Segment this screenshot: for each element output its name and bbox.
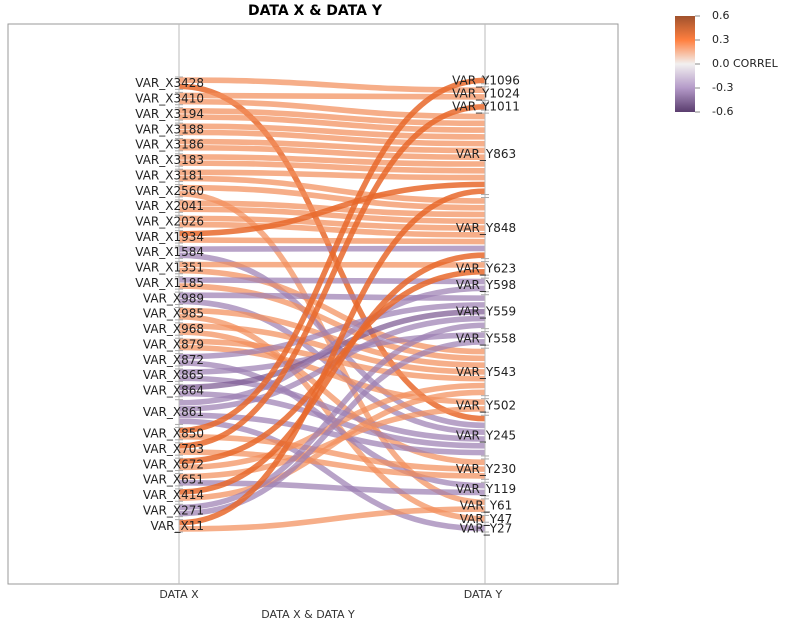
right-node-label: VAR_Y1024 (452, 87, 520, 101)
left-node-label: VAR_X850 (143, 427, 204, 441)
left-node-label: VAR_X865 (143, 368, 204, 382)
left-node-label: VAR_X1934 (135, 230, 204, 244)
flow-link (178, 506, 486, 532)
left-node-label: VAR_X271 (143, 503, 204, 517)
right-node-label: VAR_Y623 (456, 261, 516, 275)
legend-title: CORREL (733, 57, 778, 70)
left-node-label: VAR_X672 (143, 457, 204, 471)
left-node-label: VAR_X3186 (135, 138, 204, 152)
left-node-label: VAR_X3188 (135, 122, 204, 136)
left-node-label: VAR_X3428 (135, 76, 204, 90)
right-node-label: VAR_Y1096 (452, 73, 520, 87)
flow-link (178, 433, 486, 472)
right-node-label: VAR_Y119 (456, 482, 516, 496)
left-node-label: VAR_X3194 (135, 107, 204, 121)
flow-link (178, 389, 486, 501)
right-node-label: VAR_Y848 (456, 221, 516, 235)
flow-link (178, 329, 486, 466)
flow-link (178, 221, 486, 238)
legend-tick: -0.3 (712, 81, 734, 94)
left-node-label: VAR_X879 (143, 337, 204, 351)
flow-link (178, 98, 486, 120)
right-node-label: VAR_Y27 (460, 522, 513, 536)
color-legend: 0.6 0.3 0.0 CORREL -0.3 -0.6 (672, 9, 792, 118)
left-node-label: VAR_X3181 (135, 168, 204, 182)
x-axis-title: DATA X & DATA Y (261, 608, 355, 621)
left-node-label: VAR_X968 (143, 322, 204, 336)
right-node-label: VAR_Y502 (456, 398, 516, 412)
left-node-label: VAR_X1584 (135, 245, 204, 259)
left-node-label: VAR_X1351 (135, 261, 204, 275)
right-node-label: VAR_Y863 (456, 147, 516, 161)
legend-gradient-bar (675, 16, 695, 112)
flow-link (178, 268, 486, 465)
right-node-label: VAR_Y543 (456, 365, 516, 379)
flow-link (178, 77, 486, 434)
left-node-label: VAR_X3183 (135, 153, 204, 167)
links-layer (178, 77, 486, 532)
left-node-label: VAR_X989 (143, 291, 204, 305)
left-node-label: VAR_X872 (143, 353, 204, 367)
flow-link (178, 114, 486, 133)
legend-tick: 0.0 CORREL (712, 57, 778, 70)
right-node-label: VAR_Y245 (456, 429, 516, 443)
legend-tick: 0.6 (712, 9, 730, 22)
right-node-label: VAR_Y558 (456, 331, 516, 345)
flow-link (178, 188, 486, 526)
flow-link (178, 237, 486, 245)
flow-link (178, 307, 486, 368)
flow-link (178, 322, 486, 511)
left-node-label: VAR_X2026 (135, 214, 204, 228)
flow-link (178, 252, 486, 495)
axis-label-right: DATA Y (464, 588, 503, 601)
flow-link (178, 138, 486, 154)
flow-link (178, 175, 486, 204)
flow-link (178, 103, 486, 449)
flow-link (178, 129, 486, 147)
flow-link (178, 283, 486, 362)
left-node-label: VAR_X703 (143, 442, 204, 456)
flow-link (178, 285, 486, 406)
flow-link (178, 292, 486, 301)
flow-link (178, 144, 486, 161)
left-node-label: VAR_X414 (143, 488, 204, 502)
right-node-label: VAR_Y61 (460, 499, 513, 513)
flow-link (178, 206, 486, 225)
flow-link (178, 154, 486, 167)
left-node-label: VAR_X861 (143, 405, 204, 419)
flow-link (178, 169, 486, 181)
right-node-label: VAR_Y1011 (452, 100, 520, 114)
axis-label-left: DATA X (159, 588, 199, 601)
right-node-label: VAR_Y47 (460, 512, 513, 526)
flow-link (178, 308, 486, 391)
flow-link (178, 123, 486, 140)
left-node-label: VAR_X3410 (135, 92, 204, 106)
plot-frame (7, 23, 619, 585)
left-node-label: VAR_X1185 (135, 276, 204, 290)
left-node-label: VAR_X2041 (135, 199, 204, 213)
legend-tick: 0.3 (712, 33, 730, 46)
flow-link (178, 302, 486, 360)
left-node-label: VAR_X651 (143, 473, 204, 487)
flow-link (178, 160, 486, 174)
left-node-label: VAR_X864 (143, 384, 204, 398)
flow-link (178, 77, 486, 93)
flow-link (178, 181, 486, 237)
legend-tick: -0.6 (712, 105, 734, 118)
right-node-label: VAR_Y598 (456, 278, 516, 292)
flow-link (178, 215, 486, 231)
left-node-label: VAR_X11 (151, 519, 204, 533)
left-node-label: VAR_X985 (143, 307, 204, 321)
left-node-label: VAR_X2560 (135, 184, 204, 198)
node-ticks (175, 76, 489, 533)
right-node-label: VAR_Y559 (456, 305, 516, 319)
right-node-label: VAR_Y230 (456, 462, 516, 476)
chart-title: DATA X & DATA Y (248, 3, 382, 19)
